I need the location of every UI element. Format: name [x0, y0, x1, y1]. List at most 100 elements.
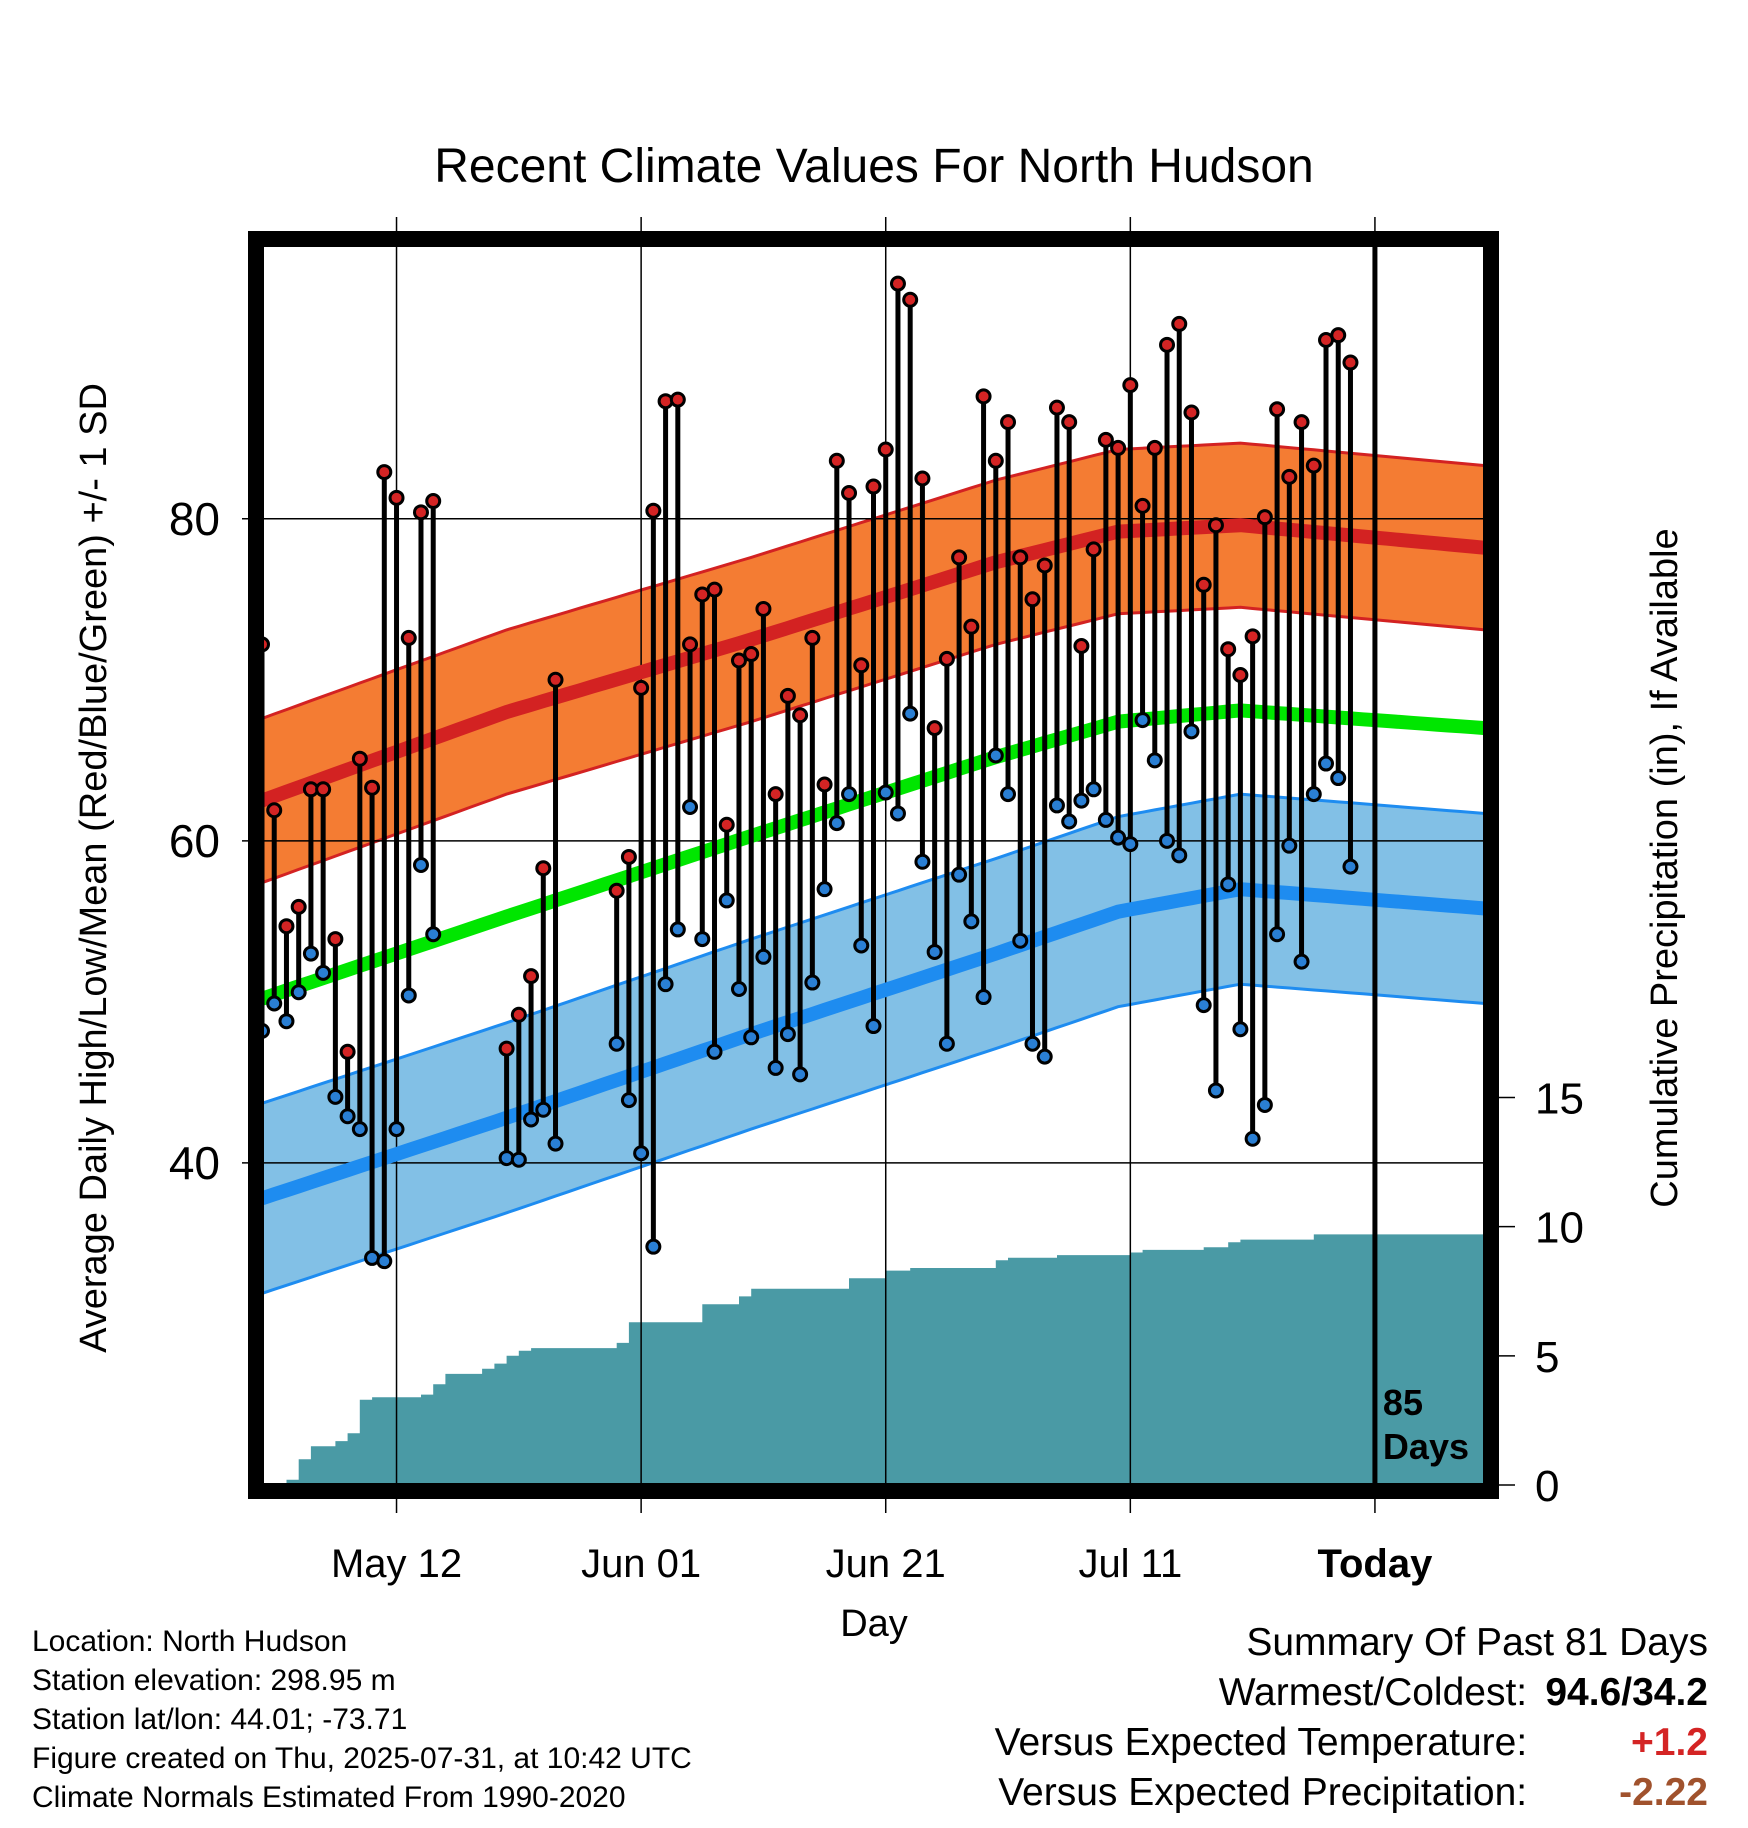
daily-high-point — [266, 802, 283, 819]
station-metadata: Location: North Hudson Station elevation… — [32, 1622, 692, 1817]
daily-high-point — [816, 776, 833, 793]
daily-low-point — [425, 926, 442, 943]
temperature-departure-row: Versus Expected Temperature: +1.2 — [995, 1718, 1708, 1768]
daily-high-point — [1000, 414, 1017, 431]
daily-high-point — [1171, 315, 1188, 332]
daily-high-point — [743, 646, 760, 663]
daily-low-point — [1024, 1035, 1041, 1052]
daily-high-point — [1122, 377, 1139, 394]
daily-low-point — [657, 976, 674, 993]
daily-low-point — [1232, 1021, 1249, 1038]
chart-title: Recent Climate Values For North Hudson — [434, 140, 1314, 193]
daily-low-point — [1000, 786, 1017, 803]
daily-high-point — [730, 652, 747, 669]
daily-low-point — [889, 805, 906, 822]
daily-low-point — [1171, 847, 1188, 864]
y2-tick-label: 0 — [1535, 1462, 1559, 1511]
daily-low-point — [1085, 781, 1102, 798]
daily-low-point — [412, 857, 429, 873]
daily-high-point — [364, 779, 381, 796]
daily-high-point — [1073, 637, 1090, 654]
warmest-coldest-row: Warmest/Coldest: 94.6/34.2 — [995, 1668, 1708, 1718]
daily-high-point — [792, 707, 809, 724]
daily-low-point — [1183, 723, 1200, 740]
daily-low-point — [1256, 1096, 1273, 1113]
y-tick-label: 80 — [169, 493, 220, 545]
daily-low-point — [1342, 858, 1359, 875]
daily-high-point — [1293, 414, 1310, 431]
daily-low-point — [706, 1043, 723, 1060]
daily-low-point — [1048, 797, 1065, 814]
daily-high-point — [1134, 497, 1151, 514]
daily-low-point — [743, 1029, 760, 1046]
summary-heading: Summary Of Past 81 Days — [1246, 1621, 1708, 1664]
normals-text: Climate Normals Estimated From 1990-2020 — [32, 1781, 626, 1814]
warmest-coldest-label: Warmest/Coldest: — [1218, 1671, 1528, 1714]
daily-low-point — [1281, 837, 1298, 854]
daily-high-point — [914, 470, 931, 487]
plot-frame — [248, 231, 1499, 1499]
precipitation-departure-label: Versus Expected Precipitation: — [998, 1771, 1528, 1814]
daily-high-point — [1330, 327, 1347, 344]
daily-low-point — [828, 815, 845, 832]
daily-low-point — [951, 866, 968, 883]
daily-low-point — [1097, 811, 1114, 828]
daily-low-point — [1012, 932, 1029, 949]
daily-high-point — [327, 931, 344, 948]
daily-high-point — [523, 968, 540, 985]
daily-low-point — [339, 1108, 356, 1125]
daily-high-point — [388, 489, 405, 506]
today-marker-label: 85 Days — [1383, 1382, 1469, 1467]
daily-high-point — [938, 650, 955, 667]
daily-low-point — [315, 964, 332, 981]
daily-high-point — [926, 720, 943, 737]
normal-low-band-lower-edge — [261, 982, 1486, 1295]
summary-panel: Summary Of Past 81 Days Warmest/Coldest:… — [995, 1618, 1708, 1818]
daily-high-point — [1085, 541, 1102, 558]
daily-low-point — [547, 1135, 564, 1152]
daily-low-point — [1036, 1048, 1053, 1065]
daily-high-point — [779, 687, 796, 704]
daily-high-point — [547, 671, 564, 688]
daily-low-point — [914, 853, 931, 870]
y-tick-label: 60 — [169, 815, 220, 867]
daily-high-point — [315, 781, 332, 798]
daily-low-point — [620, 1092, 637, 1109]
daily-low-point — [853, 937, 870, 954]
daily-high-point — [1024, 591, 1041, 608]
daily-low-point — [376, 1253, 393, 1270]
daily-high-point — [608, 882, 625, 899]
daily-low-point — [278, 1013, 295, 1030]
daily-low-point — [730, 981, 747, 997]
latlon-text: Station lat/lon: 44.01; -73.71 — [32, 1703, 408, 1736]
daily-low-point — [523, 1111, 540, 1128]
daily-high-point — [682, 636, 699, 653]
precipitation-departure-value: -2.22 — [1619, 1771, 1708, 1814]
daily-high-point — [351, 750, 368, 767]
daily-high-point — [853, 657, 870, 674]
daily-low-point — [510, 1151, 527, 1168]
daily-high-point — [889, 275, 906, 292]
daily-high-point — [828, 452, 845, 469]
daily-low-point — [718, 892, 735, 909]
daily-low-point — [1220, 876, 1237, 893]
daily-high-point — [1256, 509, 1273, 526]
daily-low-point — [1146, 752, 1163, 769]
daily-high-point — [718, 816, 735, 833]
daily-high-point — [339, 1043, 356, 1060]
daily-high-point — [1281, 468, 1298, 485]
daily-low-point — [1110, 829, 1127, 846]
location-text: Location: North Hudson — [32, 1625, 348, 1658]
daily-high-point — [278, 918, 295, 935]
y-tick-label: 40 — [169, 1137, 220, 1189]
daily-high-point — [1244, 628, 1261, 645]
daily-low-point — [351, 1121, 368, 1138]
daily-high-point — [767, 786, 784, 803]
daily-low-point — [669, 921, 686, 938]
daily-low-point — [779, 1026, 796, 1043]
daily-low-point — [1293, 953, 1310, 970]
daily-low-point — [302, 945, 319, 962]
daily-low-point — [1330, 770, 1347, 787]
x-tick-label: Jul 11 — [1078, 1542, 1182, 1586]
daily-high-point — [1110, 439, 1127, 456]
